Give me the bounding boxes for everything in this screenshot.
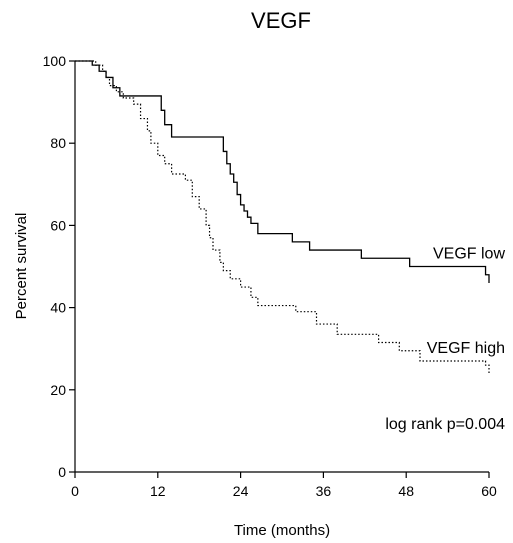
y-tick-label: 60 bbox=[50, 217, 66, 233]
plot-area: VEGF low VEGF high bbox=[75, 60, 505, 374]
y-axis-label: Percent survival bbox=[13, 213, 30, 320]
y-tick-label: 100 bbox=[43, 53, 67, 69]
x-tick-label: 60 bbox=[481, 483, 497, 499]
annotation-logrank: log rank p=0.004 bbox=[385, 416, 505, 433]
series-line-vegf-high bbox=[75, 60, 490, 374]
series-label: VEGF high bbox=[427, 340, 505, 357]
x-tick-label: 0 bbox=[71, 483, 79, 499]
axes: 0 20 40 60 80 100 0 12 24 36 48 60 bbox=[43, 53, 497, 499]
x-tick-label: 24 bbox=[233, 483, 249, 499]
x-tick-label: 36 bbox=[316, 483, 332, 499]
y-tick-label: 20 bbox=[50, 382, 66, 398]
y-tick-label: 40 bbox=[50, 300, 66, 316]
series-label: VEGF low bbox=[433, 246, 505, 263]
chart-title: VEGF bbox=[251, 8, 311, 33]
series-line-vegf-low bbox=[75, 60, 490, 283]
x-tick-label: 12 bbox=[150, 483, 166, 499]
x-axis-label: Time (months) bbox=[234, 522, 330, 539]
x-tick-label: 48 bbox=[398, 483, 414, 499]
y-tick-label: 80 bbox=[50, 135, 66, 151]
y-tick-label: 0 bbox=[58, 464, 66, 480]
